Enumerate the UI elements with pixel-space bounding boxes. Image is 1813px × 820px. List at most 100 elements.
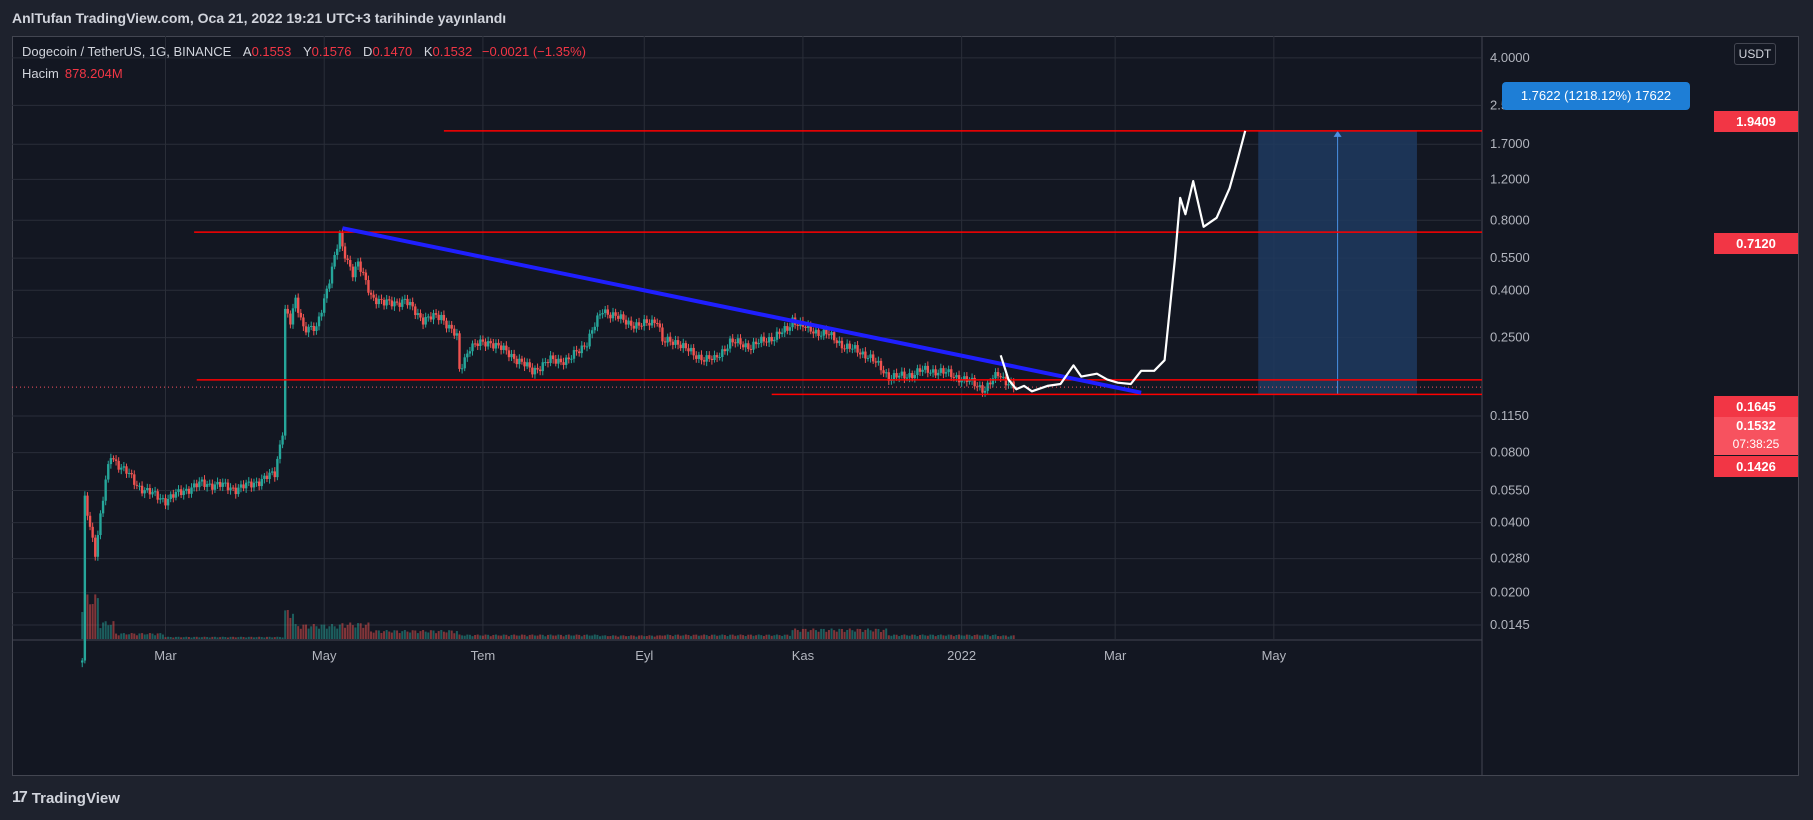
volume-bar <box>1012 635 1015 639</box>
volume-bar <box>247 636 250 639</box>
candle-body <box>169 494 172 499</box>
volume-legend[interactable]: Hacim 878.204M <box>22 66 123 81</box>
candle-body <box>447 324 451 329</box>
candle-body <box>208 483 211 485</box>
volume-bar <box>242 637 245 639</box>
volume-bar <box>281 637 284 639</box>
volume-bar <box>781 635 784 639</box>
currency-unit-button[interactable]: USDT <box>1734 43 1776 65</box>
volume-bar <box>226 637 229 639</box>
candle-body <box>247 481 250 483</box>
volume-bar <box>507 636 510 639</box>
candle-body <box>349 260 352 267</box>
volume-bar <box>252 637 255 639</box>
candle-body <box>140 485 144 494</box>
volume-bar <box>372 632 375 639</box>
candle-body <box>955 375 958 378</box>
candle-body <box>359 261 362 272</box>
volume-bar <box>572 635 575 639</box>
tradingview-logo[interactable]: 17 TradingView <box>12 789 120 807</box>
candle-body <box>364 272 368 281</box>
candle-body <box>900 371 904 376</box>
candle-body <box>528 362 531 368</box>
candle-body <box>159 498 162 500</box>
volume-bar <box>182 637 185 639</box>
volume-bar <box>435 633 438 639</box>
candle-body <box>627 320 630 325</box>
volume-bar <box>206 637 209 639</box>
candle-body <box>356 261 360 267</box>
candle-body <box>336 248 339 256</box>
volume-bar <box>440 630 443 639</box>
volume-bar <box>310 626 313 639</box>
candle-body <box>468 351 472 354</box>
projection-path <box>999 130 1247 393</box>
volume-bar <box>258 636 261 639</box>
volume-bar <box>695 634 698 639</box>
candle-body <box>270 471 274 473</box>
candle-body <box>728 338 732 349</box>
volume-bar <box>809 630 812 639</box>
volume-bar <box>112 621 115 639</box>
volume-bar <box>169 636 172 639</box>
candlestick-chart[interactable]: 4.00002.50001.70001.20000.80000.55000.40… <box>12 36 1799 776</box>
volume-bar <box>950 634 953 639</box>
candle-body <box>283 308 287 436</box>
candle-body <box>538 369 542 372</box>
volume-bar <box>952 636 955 639</box>
volume-bar <box>151 633 154 639</box>
candle-body <box>741 344 745 348</box>
volume-bar <box>900 635 903 639</box>
volume-bar <box>265 636 268 639</box>
volume-bar <box>520 634 523 639</box>
volume-bar <box>232 636 235 639</box>
candle-body <box>715 355 719 358</box>
volume-bar <box>289 617 292 639</box>
volume-bar <box>885 628 888 639</box>
volume-bar <box>989 636 992 639</box>
candle-body <box>429 316 433 320</box>
volume-bar <box>427 632 430 639</box>
candle-body <box>809 324 812 332</box>
volume-bar <box>744 636 747 639</box>
candle-body <box>963 376 966 381</box>
candle-body <box>583 345 586 347</box>
candle-body <box>588 333 591 347</box>
volume-bar <box>971 636 974 639</box>
volume-bar <box>237 637 240 639</box>
price-tick-label: 0.0800 <box>1490 445 1530 460</box>
volume-bar <box>505 634 508 639</box>
volume-bar <box>1002 635 1005 639</box>
candle-body <box>1004 376 1008 386</box>
volume-bar <box>981 635 984 639</box>
candle-body <box>432 313 435 320</box>
time-tick-label: May <box>1262 648 1287 663</box>
candle-body <box>721 349 724 358</box>
volume-bar <box>552 635 555 639</box>
candle-body <box>221 482 224 487</box>
symbol-name[interactable]: Dogecoin / TetherUS, 1G, BINANCE <box>22 44 232 59</box>
volume-bar <box>866 628 869 639</box>
candle-body <box>494 342 498 349</box>
candle-body <box>666 336 669 343</box>
candle-body <box>744 343 747 348</box>
price-tick-label: 0.0200 <box>1490 585 1530 600</box>
volume-bar <box>939 634 942 639</box>
volume-bar <box>377 630 380 639</box>
candle-body <box>242 484 245 489</box>
volume-bar <box>102 622 105 639</box>
candle-body <box>679 344 682 349</box>
candle-body <box>354 266 357 278</box>
symbol-legend[interactable]: Dogecoin / TetherUS, 1G, BINANCE A0.1553… <box>22 44 586 59</box>
volume-bar <box>822 628 825 639</box>
volume-bar <box>1010 635 1013 639</box>
candle-body <box>471 343 474 352</box>
chart-pane[interactable] <box>12 36 1799 776</box>
candle-body <box>330 266 334 284</box>
candle-body <box>871 354 875 362</box>
candle-body <box>689 347 693 352</box>
volume-bar <box>965 634 968 639</box>
candle-body <box>682 343 685 349</box>
candle-body <box>697 354 701 359</box>
volume-bar <box>716 635 719 639</box>
